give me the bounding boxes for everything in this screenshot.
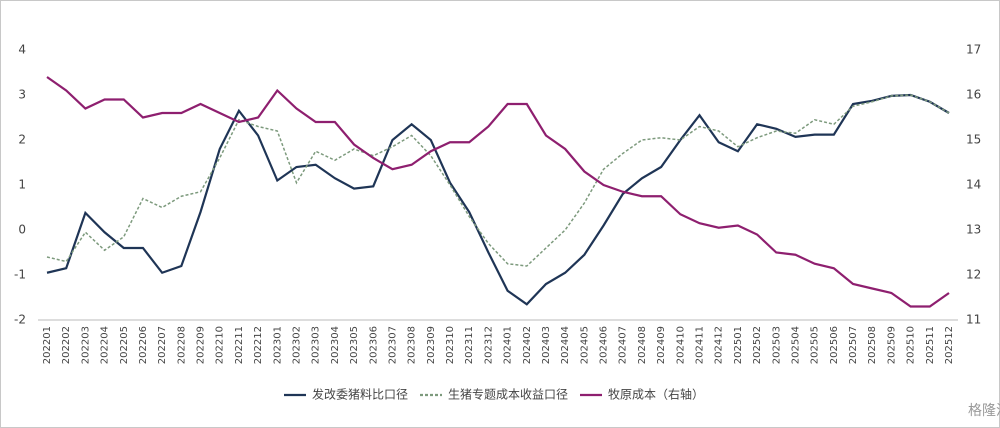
x-tick-label: 202305 (349, 326, 360, 364)
x-tick-label: 202307 (387, 326, 398, 364)
x-tick-label: 202301 (272, 326, 283, 364)
watermark: 格隆汇 (968, 403, 1000, 419)
legend-label: 生猪专题成本收益口径 (448, 387, 568, 402)
x-tick-label: 202512 (944, 326, 955, 364)
x-tick-label: 202401 (503, 326, 514, 364)
series-line (46, 76, 950, 308)
x-tick-label: 202310 (445, 326, 456, 364)
x-tick-label: 202501 (733, 326, 744, 364)
y-tick-label: 0 (18, 223, 26, 237)
x-tick-label: 202309 (426, 326, 437, 364)
y2-tick-label: 16 (966, 88, 981, 102)
x-tick-label: 202205 (119, 326, 130, 364)
x-tick-label: 202209 (196, 326, 207, 364)
x-tick-label: 202202 (61, 326, 72, 364)
y-tick-label: -2 (14, 313, 26, 327)
x-tick-label: 202204 (100, 326, 111, 364)
legend-label: 发改委猪料比口径 (312, 387, 408, 402)
x-tick-label: 202404 (560, 326, 571, 364)
x-tick-label: 202409 (656, 326, 667, 364)
x-tick-label: 202506 (829, 326, 840, 364)
x-tick-label: 202403 (541, 326, 552, 364)
x-tick-label: 202306 (368, 326, 379, 364)
x-tick-label: 202311 (464, 326, 475, 364)
x-tick-label: 202407 (618, 326, 629, 364)
x-tick-label: 202201 (42, 326, 53, 364)
y2-tick-label: 12 (966, 268, 981, 282)
y-tick-label: -1 (14, 268, 26, 282)
x-tick-label: 202510 (906, 326, 917, 364)
x-tick-label: 202412 (714, 326, 725, 364)
x-tick-label: 202405 (579, 326, 590, 364)
x-tick-label: 202508 (867, 326, 878, 364)
x-tick-label: 202402 (522, 326, 533, 364)
x-tick-label: 202505 (810, 326, 821, 364)
y-tick-label: 1 (18, 178, 26, 192)
series-line (46, 93, 950, 306)
x-tick-label: 202411 (695, 326, 706, 364)
x-tick-label: 202507 (848, 326, 859, 364)
y2-tick-label: 15 (966, 133, 981, 147)
y-tick-label: 3 (18, 88, 26, 102)
x-tick-label: 202410 (675, 326, 686, 364)
x-tick-label: 202206 (138, 326, 149, 364)
x-tick-label: 202207 (157, 326, 168, 364)
x-tick-label: 202502 (752, 326, 763, 364)
legend-label: 牧原成本（右轴） (608, 387, 704, 402)
series-line (46, 94, 950, 267)
y2-tick-label: 13 (966, 223, 981, 237)
x-tick-label: 202503 (771, 326, 782, 364)
x-tick-label: 202408 (637, 326, 648, 364)
x-tick-label: 202509 (886, 326, 897, 364)
x-tick-label: 202208 (176, 326, 187, 364)
y2-tick-label: 14 (966, 178, 981, 192)
x-tick-label: 202312 (483, 326, 494, 364)
x-tick-label: 202406 (599, 326, 610, 364)
x-tick-label: 202511 (925, 326, 936, 364)
x-tick-label: 202303 (311, 326, 322, 364)
x-tick-label: 202210 (215, 326, 226, 364)
x-tick-label: 202304 (330, 326, 341, 364)
x-tick-label: 202308 (407, 326, 418, 364)
y2-tick-label: 11 (966, 313, 981, 327)
x-tick-label: 202203 (80, 326, 91, 364)
y-tick-label: 4 (18, 43, 26, 57)
y-tick-label: 2 (18, 133, 26, 147)
x-tick-label: 202504 (790, 326, 801, 364)
x-tick-label: 202302 (291, 326, 302, 364)
x-tick-label: 202211 (234, 326, 245, 364)
y2-tick-label: 17 (966, 43, 981, 57)
x-tick-label: 202212 (253, 326, 264, 364)
